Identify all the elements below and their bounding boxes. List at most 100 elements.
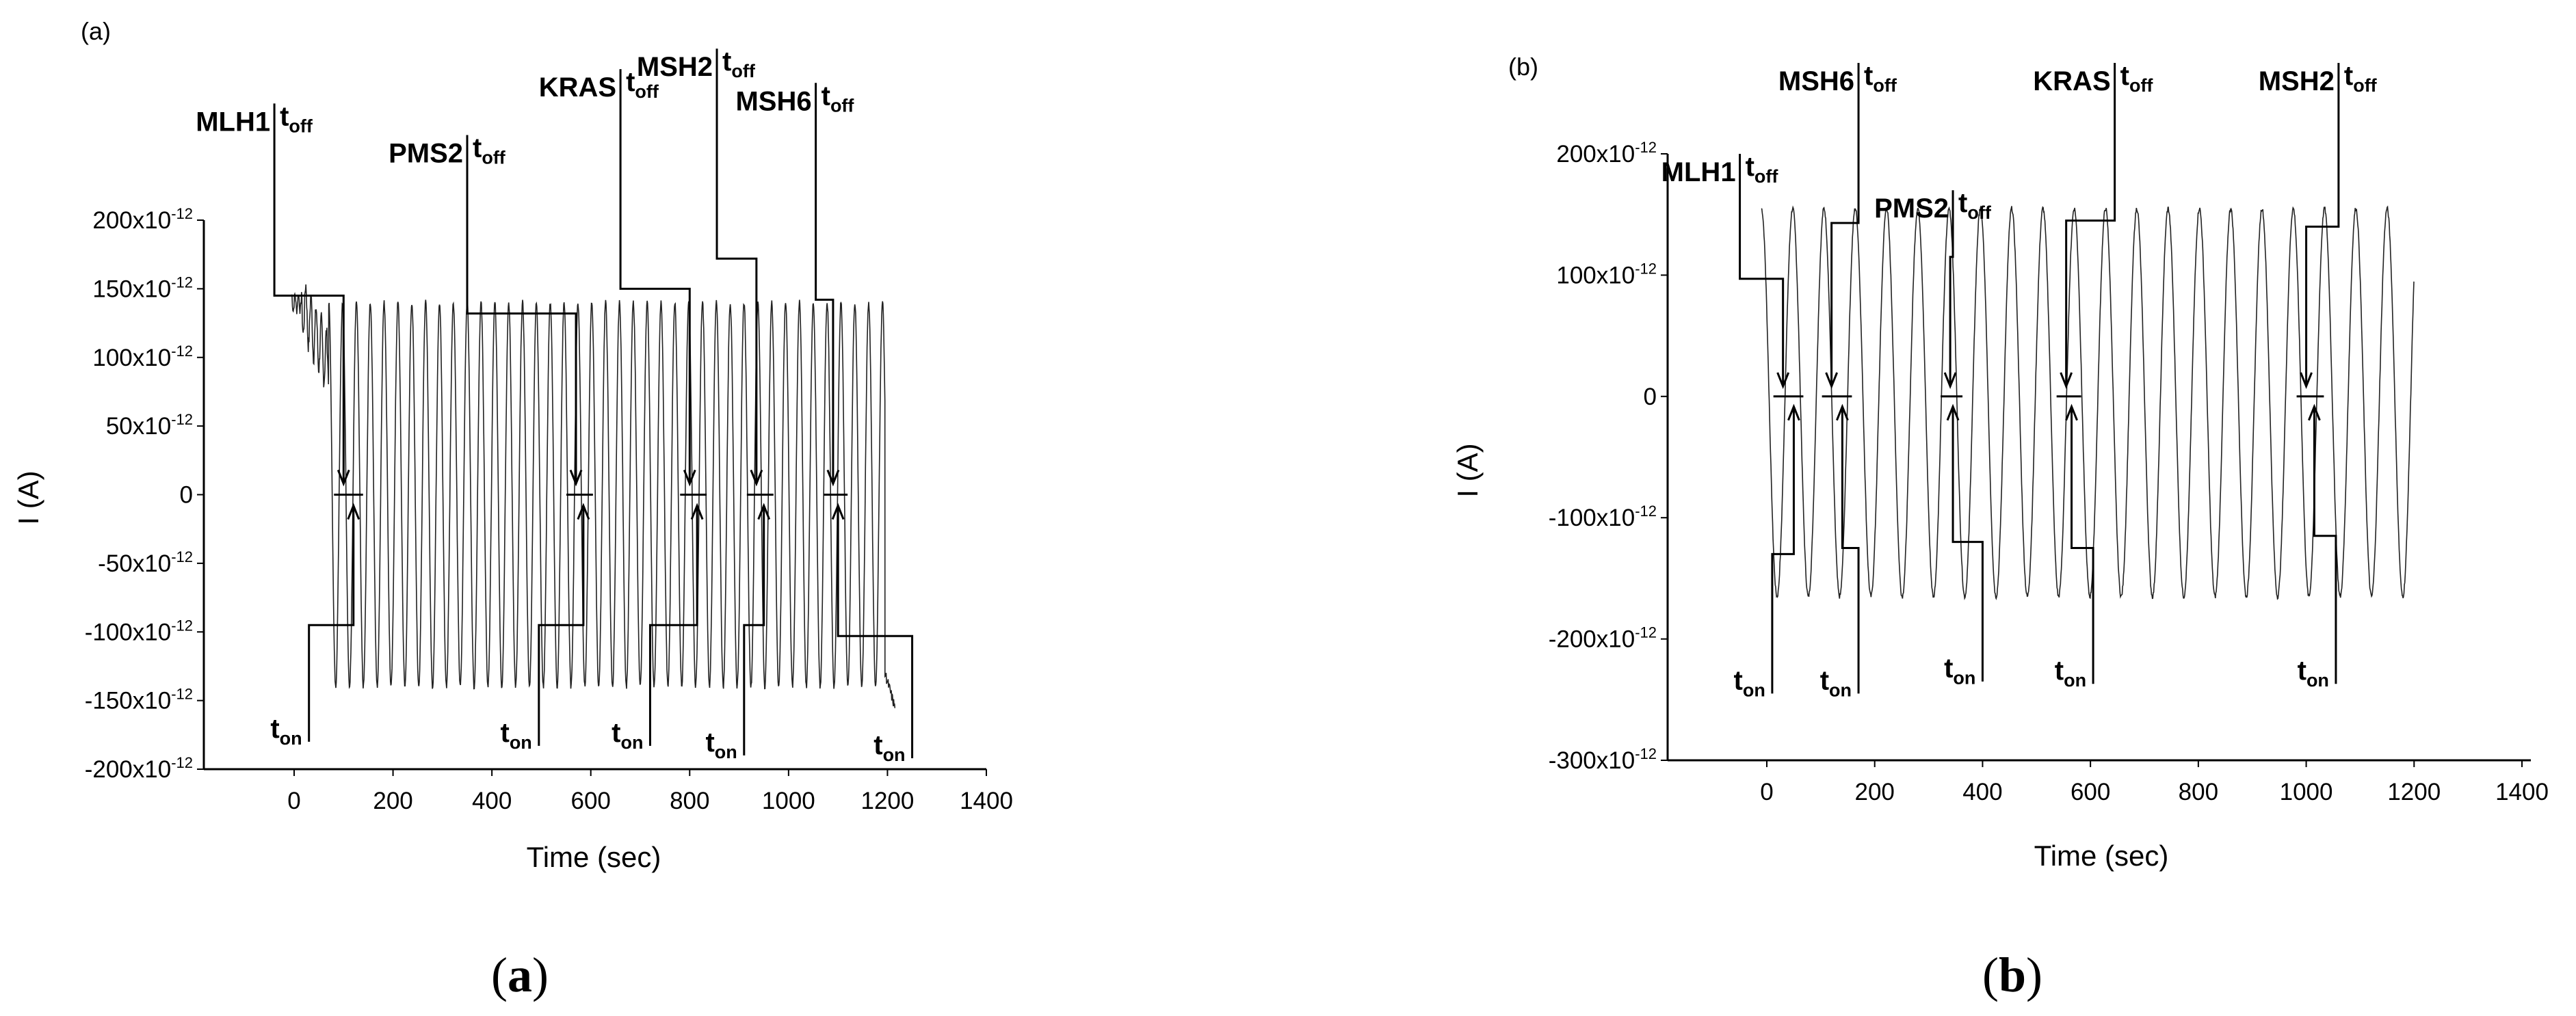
toff-label: toff — [1958, 188, 1992, 223]
gene-label-kras: KRAS — [539, 72, 616, 103]
gene-label-msh6: MSH6 — [735, 86, 811, 116]
toff-label: toff — [722, 46, 756, 81]
ton-marker-pms2 — [538, 508, 585, 746]
x-tick-label: 1200 — [860, 788, 914, 814]
x-tick-label: 600 — [571, 788, 611, 814]
ton-label: ton — [1944, 654, 1975, 689]
toff-label: toff — [822, 81, 855, 116]
x-tick-label: 1400 — [960, 788, 1013, 814]
toff-label: toff — [473, 133, 506, 168]
ton-label: ton — [500, 718, 531, 753]
chart-b: Time (sec) I (A) 200x10-12 100x10-12 0 -100… — [1451, 61, 2549, 872]
toff-marker-kras — [2065, 62, 2116, 384]
ton-marker-mlh1 — [1771, 409, 1795, 694]
toff-marker-msh6 — [1830, 62, 1860, 384]
x-tick-label: 800 — [2179, 779, 2218, 805]
toff-label: toff — [626, 67, 659, 102]
chart-b-events: MLH1 toff ton MSH6 toff ton PMS2 toff ton KRAS tof… — [1661, 61, 2378, 700]
ton-marker-msh6 — [837, 508, 914, 758]
x-tick-label: 200 — [373, 788, 412, 814]
arrow-down-icon — [683, 469, 696, 487]
gene-label-kras: KRAS — [2033, 66, 2110, 96]
x-tick-label: 1000 — [762, 788, 815, 814]
toff-marker-msh6 — [815, 83, 834, 481]
chart-a: Time (sec) I (A) 200x10-12 150x10-12 100x1… — [12, 46, 1013, 873]
y-tick-label: 150x10-12 — [92, 273, 193, 302]
x-tick-label: 400 — [1962, 779, 2002, 805]
arrow-down-icon — [1825, 372, 1839, 389]
toff-label: toff — [2120, 61, 2154, 96]
panel-label-a: (a) — [81, 17, 111, 45]
ton-marker-msh2 — [2313, 409, 2337, 684]
y-tick-label: -50x10-12 — [98, 548, 193, 577]
x-tick-label: 0 — [1760, 779, 1773, 805]
chart-a-ticks: 200x10-12 150x10-12 100x10-12 50x10-12 0 -50x… — [85, 205, 1013, 814]
ton-marker-kras — [2071, 409, 2094, 684]
y-tick-label: -300x10-12 — [1549, 745, 1657, 774]
gene-label-msh2: MSH2 — [2259, 66, 2335, 96]
toff-marker-mlh1 — [273, 103, 345, 481]
arrow-down-icon — [826, 469, 840, 487]
arrow-up-icon — [1836, 403, 1849, 421]
series-line-current — [291, 284, 896, 708]
toff-label: toff — [1746, 152, 1779, 187]
x-tick-label: 200 — [1855, 779, 1895, 805]
y-tick-label: 0 — [180, 482, 193, 509]
x-tick-label: 800 — [670, 788, 709, 814]
gene-label-msh6: MSH6 — [1778, 66, 1854, 96]
ton-marker-pms2 — [1951, 409, 1984, 682]
chart-a-plot — [291, 284, 896, 708]
toff-label: toff — [280, 101, 313, 136]
arrow-up-icon — [347, 503, 360, 520]
x-tick-label: 400 — [472, 788, 512, 814]
gene-label-msh2: MSH2 — [637, 52, 713, 82]
ton-label: ton — [1734, 665, 1765, 700]
arrow-down-icon — [750, 469, 763, 487]
ton-label: ton — [612, 718, 643, 753]
ton-label: ton — [2298, 656, 2329, 691]
y-tick-label: -200x10-12 — [85, 754, 193, 783]
gene-label-mlh1: MLH1 — [1661, 157, 1736, 187]
y-tick-label: -150x10-12 — [85, 686, 193, 714]
toff-marker-pms2 — [1949, 190, 1954, 384]
arrow-down-icon — [1776, 372, 1790, 389]
chart-b-plot — [1761, 205, 2415, 600]
arrow-up-icon — [2065, 403, 2078, 421]
toff-marker-msh2 — [715, 49, 758, 481]
chart-b-y-axis-label: I (A) — [1451, 443, 1484, 497]
caption-a: (a) — [491, 948, 549, 1002]
chart-b-ticks: 200x10-12 100x10-12 0 -100x10-12 -200x10-12 -… — [1549, 139, 2549, 805]
y-tick-label: 100x10-12 — [1556, 260, 1657, 289]
gene-label-mlh1: MLH1 — [196, 107, 270, 137]
y-tick-label: 200x10-12 — [1556, 139, 1657, 168]
gene-label-pms2: PMS2 — [389, 139, 463, 169]
toff-label: toff — [1864, 61, 1897, 96]
x-tick-label: 0 — [287, 788, 300, 814]
ton-marker-mlh1 — [308, 508, 355, 742]
chart-a-y-axis-label: I (A) — [12, 470, 44, 524]
y-tick-label: -100x10-12 — [85, 617, 193, 645]
arrow-down-icon — [337, 469, 350, 487]
chart-a-x-axis-label: Time (sec) — [527, 841, 661, 873]
ton-marker-msh6 — [1841, 409, 1860, 694]
toff-label: toff — [2344, 61, 2378, 96]
caption-b: (b) — [1982, 948, 2042, 1002]
arrow-up-icon — [1787, 403, 1800, 421]
toff-marker-msh2 — [2305, 62, 2340, 384]
y-tick-label: -100x10-12 — [1549, 503, 1657, 531]
y-tick-label: 50x10-12 — [106, 411, 193, 440]
series-line-current — [1761, 205, 2415, 600]
toff-marker-pms2 — [466, 135, 577, 481]
panel-label-b: (b) — [1508, 53, 1538, 81]
arrow-up-icon — [2308, 403, 2321, 421]
arrow-down-icon — [569, 469, 583, 487]
toff-marker-mlh1 — [1739, 154, 1785, 384]
y-tick-label: 100x10-12 — [92, 343, 193, 371]
ton-marker-kras — [648, 508, 698, 746]
arrow-up-icon — [831, 503, 845, 520]
x-tick-label: 1000 — [2280, 779, 2333, 805]
gene-label-pms2: PMS2 — [1874, 193, 1949, 224]
x-tick-label: 600 — [2071, 779, 2110, 805]
